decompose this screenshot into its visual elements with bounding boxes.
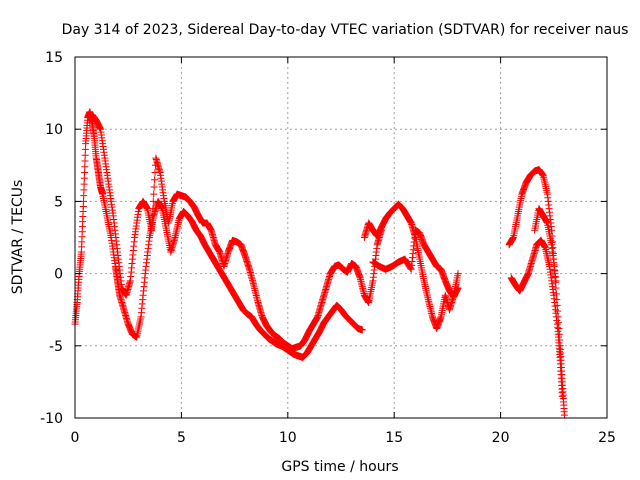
data-point <box>407 264 415 272</box>
data-point <box>150 190 158 198</box>
data-point <box>454 270 462 278</box>
data-point <box>558 392 566 400</box>
data-point <box>148 226 156 234</box>
plot-frame <box>74 56 608 419</box>
x-tick-label: 15 <box>385 430 403 446</box>
series-track-g <box>531 205 560 285</box>
series-track-f <box>507 236 566 400</box>
y-axis-label: SDTVAR / TECUs <box>10 180 26 295</box>
grid-lines <box>75 57 607 418</box>
data-point <box>148 219 156 227</box>
y-tick-label: 10 <box>45 122 63 138</box>
data-point <box>149 205 157 213</box>
x-tick-label: 20 <box>492 430 510 446</box>
plot-points <box>71 108 568 419</box>
data-point <box>150 183 158 191</box>
x-axis-label: GPS time / hours <box>281 459 398 475</box>
data-point <box>151 176 159 184</box>
x-tick-label: 5 <box>177 430 186 446</box>
y-tick-label: -10 <box>40 411 63 427</box>
data-point <box>149 197 157 205</box>
axis-ticks: 0 5 10 15 20 25 -10 -5 0 5 10 15 <box>40 50 616 446</box>
data-point <box>552 277 560 285</box>
y-tick-label: 0 <box>54 267 63 283</box>
data-point <box>454 284 462 292</box>
data-point <box>560 411 568 419</box>
data-point <box>148 212 156 220</box>
y-tick-label: -5 <box>49 339 63 355</box>
series-track-b <box>88 111 385 353</box>
x-tick-label: 10 <box>279 430 297 446</box>
y-tick-label: 15 <box>45 50 63 66</box>
series-track-a <box>71 108 366 361</box>
series-track-e <box>505 166 568 419</box>
chart-title: Day 314 of 2023, Sidereal Day-to-day VTE… <box>62 22 629 38</box>
x-tick-label: 25 <box>598 430 616 446</box>
x-tick-label: 0 <box>71 430 80 446</box>
series-track-d <box>369 226 462 301</box>
y-tick-label: 5 <box>54 194 63 210</box>
data-point <box>358 326 366 334</box>
